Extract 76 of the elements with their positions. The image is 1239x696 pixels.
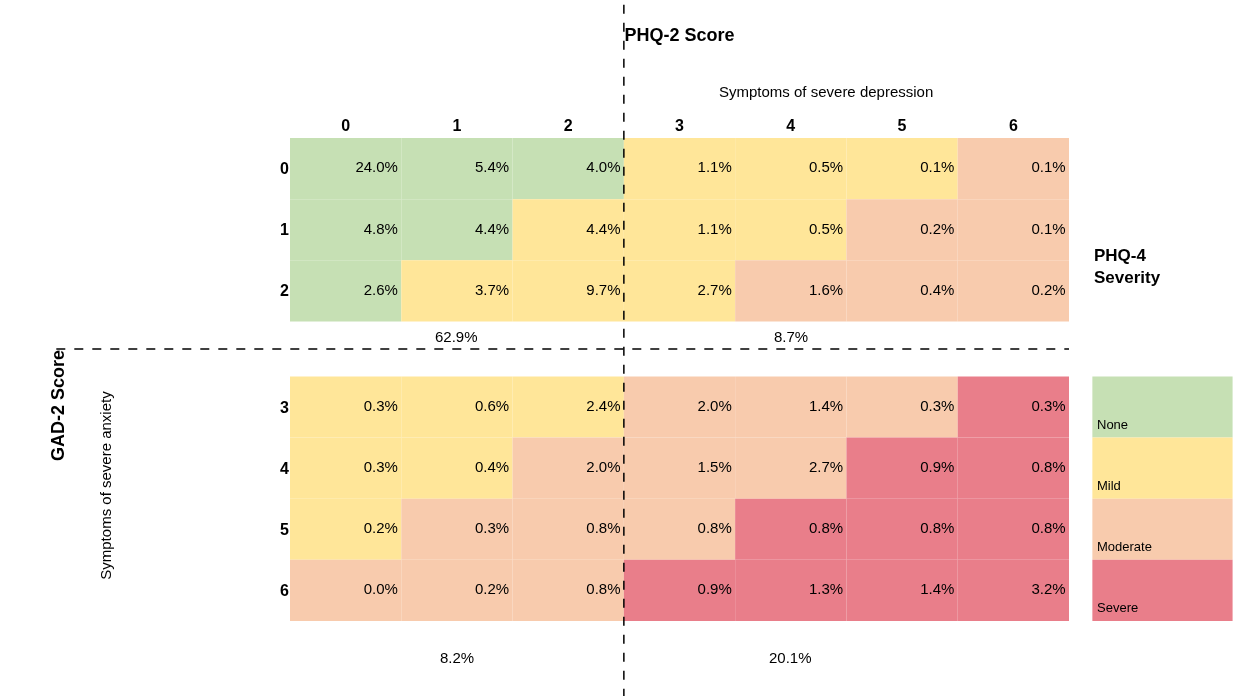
- category-label: Moderate: [1097, 539, 1152, 554]
- x-axis-title: PHQ-2 Score: [624, 25, 735, 45]
- text: PHQ-4 Severity: [1094, 246, 1161, 288]
- data-label: 0.5%: [808, 158, 844, 176]
- data-label: 9.7%: [586, 280, 621, 298]
- data-label: 1.1%: [697, 219, 732, 237]
- data-label: 1.3%: [808, 580, 844, 598]
- data-label: 0.8%: [1031, 519, 1066, 537]
- y-tick-label: 0: [280, 160, 290, 178]
- data-label: 0.8%: [586, 580, 621, 598]
- data-label: 0.3%: [920, 396, 955, 414]
- text: 20.1%: [769, 649, 812, 666]
- data-label: 4.8%: [363, 219, 398, 237]
- data-label: 0.8%: [697, 519, 732, 537]
- x-tick-label: 5: [897, 116, 907, 134]
- y-tick-label: 3: [280, 398, 290, 416]
- data-label: 24.0%: [355, 158, 398, 176]
- data-label: 0.2%: [363, 519, 398, 537]
- data-label: 4.4%: [586, 219, 621, 237]
- data-label: 2.7%: [808, 457, 844, 475]
- x-tick-label: 0: [341, 116, 351, 134]
- data-label: 0.3%: [363, 457, 398, 475]
- data-label: 3.2%: [1031, 580, 1066, 598]
- data-label: 0.8%: [1031, 457, 1066, 475]
- data-label: 1.4%: [808, 396, 844, 414]
- y-axis-title: GAD-2 Score: [48, 349, 69, 462]
- data-label: 0.3%: [1031, 396, 1066, 414]
- data-label: 0.8%: [586, 519, 621, 537]
- text: Symptoms of severe depression: [719, 83, 934, 100]
- data-label: 0.9%: [920, 457, 955, 475]
- data-label: 4.0%: [586, 158, 621, 176]
- data-label: 2.0%: [586, 457, 621, 475]
- y-tick-label: 2: [280, 282, 290, 300]
- x-tick-label: 4: [786, 116, 796, 134]
- x-tick-label: 2: [563, 116, 573, 134]
- data-label: 2.7%: [697, 280, 732, 298]
- x-tick-label: 3: [675, 116, 685, 134]
- text: Symptoms of severe anxiety: [96, 390, 114, 580]
- data-label: 0.3%: [363, 396, 398, 414]
- data-label: 0.1%: [1031, 158, 1066, 176]
- data-label: 5.4%: [475, 158, 510, 176]
- data-label: 0.3%: [475, 519, 510, 537]
- data-label: 0.4%: [920, 280, 955, 298]
- data-label: 0.2%: [920, 219, 955, 237]
- data-label: 2.6%: [363, 280, 398, 298]
- y-tick-label: 4: [280, 459, 290, 477]
- category-label: Mild: [1097, 478, 1121, 493]
- data-label: 0.6%: [475, 396, 510, 414]
- data-label: 0.2%: [475, 580, 510, 598]
- category-label: None: [1097, 417, 1129, 432]
- data-label: 0.0%: [363, 580, 398, 598]
- data-label: 3.7%: [475, 280, 510, 298]
- x-tick-label: 6: [1008, 116, 1018, 134]
- y-tick-label: 6: [280, 582, 290, 600]
- data-label: 2.0%: [697, 396, 732, 414]
- x-tick-label: 1: [452, 116, 462, 134]
- category-label: Severe: [1097, 600, 1139, 615]
- data-label: 1.5%: [697, 457, 732, 475]
- data-label: 1.4%: [920, 580, 955, 598]
- annotation: 8.7%: [774, 328, 809, 345]
- text: 8.2%: [440, 649, 475, 666]
- data-label: 0.2%: [1031, 280, 1066, 298]
- data-label: 2.4%: [586, 396, 621, 414]
- data-label: 0.8%: [920, 519, 955, 537]
- data-label: 0.5%: [808, 219, 844, 237]
- data-label: 1.1%: [697, 158, 732, 176]
- data-label: 0.9%: [697, 580, 732, 598]
- data-label: 4.4%: [475, 219, 510, 237]
- data-label: 0.1%: [1031, 219, 1066, 237]
- y-tick-label: 5: [280, 520, 290, 538]
- y-tick-label: 1: [280, 221, 290, 239]
- data-label: 0.4%: [475, 457, 510, 475]
- annotation: 62.9%: [435, 328, 478, 345]
- data-label: 0.1%: [920, 158, 955, 176]
- data-label: 1.6%: [808, 280, 844, 298]
- data-label: 0.8%: [808, 519, 844, 537]
